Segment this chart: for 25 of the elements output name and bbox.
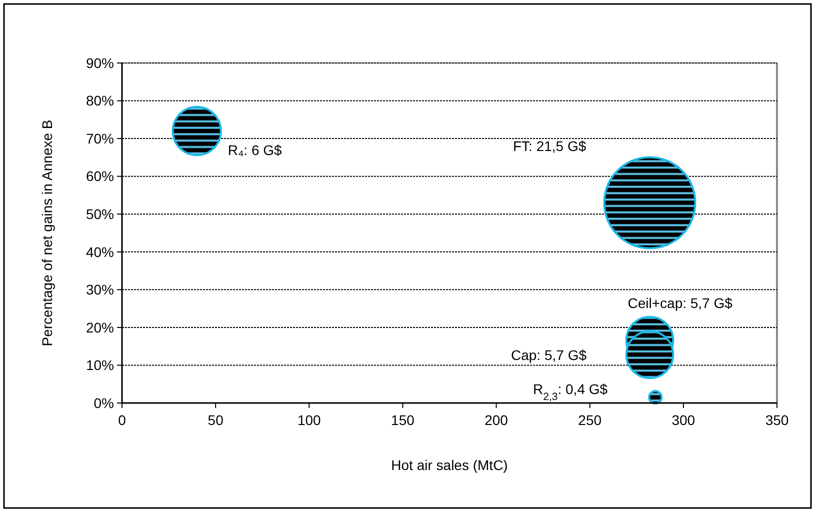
x-tick-label: 150 xyxy=(391,412,415,428)
x-tick-label: 250 xyxy=(578,412,602,428)
y-tick-label: 90% xyxy=(86,54,114,71)
x-tick-label: 200 xyxy=(484,412,508,428)
y-tick-label: 10% xyxy=(86,357,114,374)
y-tick-label: 20% xyxy=(86,319,114,336)
x-axis-title: Hot air sales (MtC) xyxy=(391,457,508,473)
y-tick-label: 0% xyxy=(94,394,114,411)
annotation: Ceil+cap: 5,7 G$ xyxy=(628,295,733,312)
x-tick-label: 350 xyxy=(765,412,789,428)
x-tick-label: 100 xyxy=(297,412,322,428)
x-tick-label: 0 xyxy=(118,412,126,428)
y-tick-label: 70% xyxy=(86,130,114,146)
annotation: R$_{2,3}$: 0,4 G$ xyxy=(533,380,608,403)
annotation: R₄: 6 G$ xyxy=(228,142,282,158)
annotation: FT: 21,5 G$ xyxy=(513,138,586,154)
y-tick-label: 50% xyxy=(86,206,114,222)
annotation: Cap: 5,7 G$ xyxy=(511,346,587,363)
y-tick-label: 30% xyxy=(86,282,114,298)
y-tick-label: 80% xyxy=(86,92,114,109)
y-tick-label: 60% xyxy=(86,168,114,184)
x-tick-label: 50 xyxy=(208,412,224,428)
x-tick-label: 300 xyxy=(672,412,696,428)
y-tick-label: 40% xyxy=(86,244,114,260)
y-axis-title: Percentage of net gains in Annexe B xyxy=(39,120,55,346)
